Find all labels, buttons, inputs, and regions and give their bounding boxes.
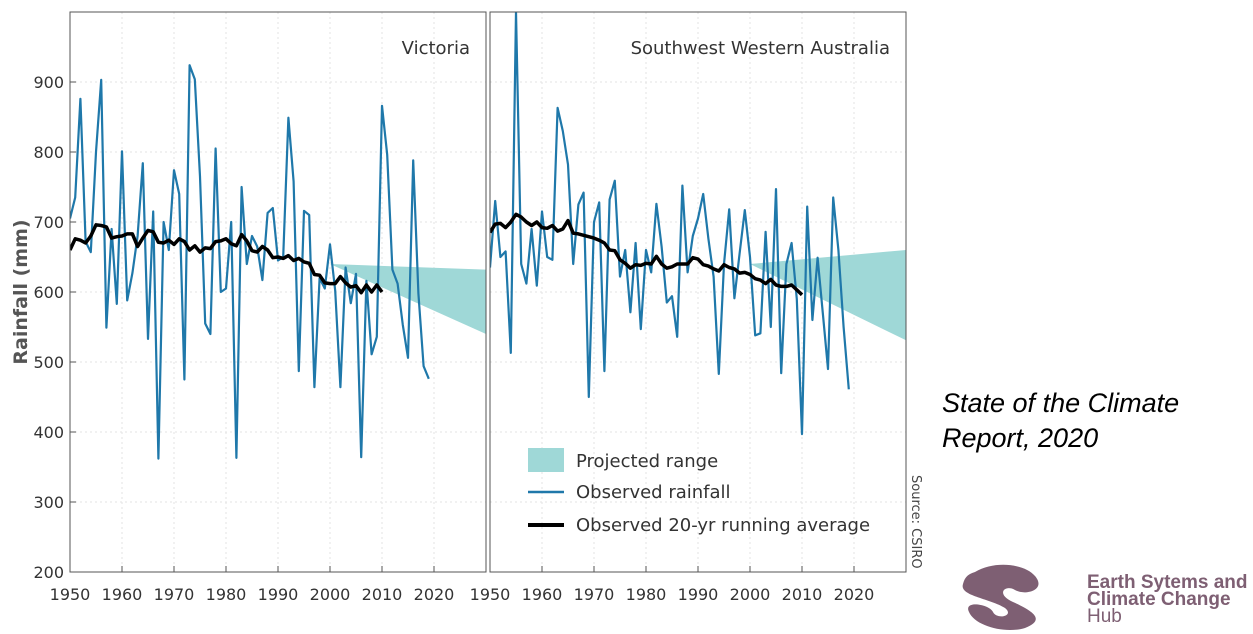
x-tick-label-victoria: 1980 [206, 585, 247, 604]
legend-swatch-projected [528, 448, 564, 472]
hub-logo-text: Earth Sytems and Climate Change Hub [1087, 572, 1248, 627]
legend-label-observed: Observed rainfall [576, 482, 731, 503]
observed-rainfall-line-victoria [70, 64, 430, 460]
y-tick-label: 600 [33, 283, 64, 302]
projected-range-swwa [750, 250, 906, 341]
x-tick-label-swwa: 2000 [730, 585, 771, 604]
x-tick-label-victoria: 2020 [414, 585, 455, 604]
x-tick-label-swwa: 1970 [574, 585, 615, 604]
x-tick-label-swwa: 1960 [522, 585, 563, 604]
y-axis: 200 300 400 500 600 700 800 900 [33, 73, 76, 582]
source-label: Source: CSIRO [908, 475, 923, 569]
y-tick-label: 800 [33, 143, 64, 162]
running-average-line-victoria [70, 223, 384, 295]
y-tick-label: 900 [33, 73, 64, 92]
report-title-line2: Report, 2020 [942, 423, 1099, 453]
x-tick-label-swwa: 2020 [834, 585, 875, 604]
hub-line2: Climate Change [1087, 589, 1231, 610]
x-tick-label-victoria: 1990 [258, 585, 299, 604]
panel-title-swwa: Southwest Western Australia [631, 38, 890, 59]
y-tick-label: 700 [33, 213, 64, 232]
x-tick-label-swwa: 1950 [470, 585, 511, 604]
observed-rainfall-line-swwa [490, 12, 850, 436]
southwest-wa-panel: 1950 1960 1970 1980 1990 2000 2010 2020 [470, 11, 907, 604]
legend-label-average: Observed 20-yr running average [576, 515, 870, 536]
legend-label-projected: Projected range [576, 451, 718, 472]
projected-range-victoria [330, 264, 486, 334]
y-tick-label: 200 [33, 563, 64, 582]
report-title-line1: State of the Climate [942, 388, 1180, 418]
hub-logo-icon [962, 564, 1039, 631]
x-tick-label-victoria: 1950 [50, 585, 91, 604]
hub-line1: Earth Sytems and [1087, 572, 1248, 593]
x-tick-label-swwa: 1990 [678, 585, 719, 604]
running-average-line-swwa [490, 212, 804, 297]
report-title: State of the Climate Report, 2020 [942, 386, 1179, 456]
x-tick-label-swwa: 2010 [782, 585, 823, 604]
y-tick-label: 400 [33, 423, 64, 442]
y-tick-label: 300 [33, 493, 64, 512]
x-tick-label-victoria: 2010 [362, 585, 403, 604]
hub-line3: Hub [1087, 606, 1122, 627]
x-tick-label-victoria: 1970 [154, 585, 195, 604]
x-tick-label-swwa: 1980 [626, 585, 667, 604]
x-tick-label-victoria: 2000 [310, 585, 351, 604]
x-tick-label-victoria: 1960 [102, 585, 143, 604]
legend: Projected range Observed rainfall Observ… [528, 448, 870, 536]
victoria-panel: 1950 1960 1970 1980 1990 2000 2010 2020 [50, 11, 487, 604]
y-tick-label: 500 [33, 353, 64, 372]
panel-title-victoria: Victoria [402, 38, 470, 59]
y-axis-label: Rainfall (mm) [10, 219, 32, 364]
